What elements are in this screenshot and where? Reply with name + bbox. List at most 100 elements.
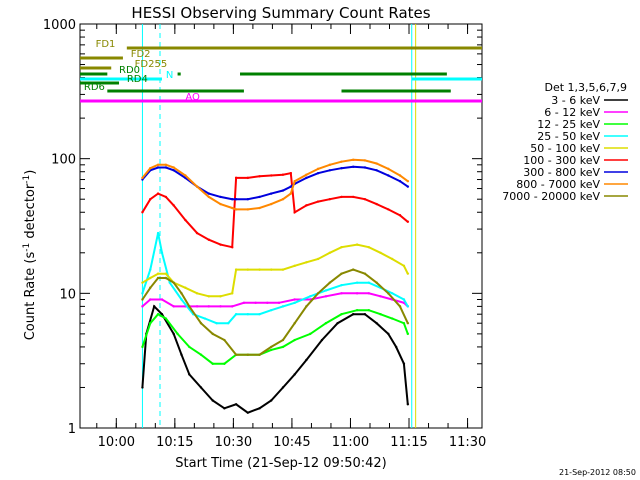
series-point-8 xyxy=(180,292,183,295)
series-point-3 xyxy=(149,268,152,271)
series-point-8 xyxy=(352,268,355,271)
series-point-4 xyxy=(270,268,273,271)
flag-label-fd1: FD1 xyxy=(96,39,116,50)
series-point-7 xyxy=(328,163,331,167)
series-point-0 xyxy=(199,386,203,389)
series-point-8 xyxy=(398,305,402,308)
series-point-1 xyxy=(293,298,296,301)
series-point-8 xyxy=(305,305,308,308)
series-point-6 xyxy=(305,176,308,180)
series-point-0 xyxy=(387,332,390,336)
series-point-7 xyxy=(387,167,390,171)
series-point-3 xyxy=(281,305,285,308)
series-point-7 xyxy=(340,160,343,163)
series-point-4 xyxy=(316,257,320,261)
series-point-4 xyxy=(293,264,296,268)
legend-entry-label: 800 - 7000 keV xyxy=(516,178,600,191)
series-point-7 xyxy=(375,162,378,165)
series-point-7 xyxy=(270,202,273,206)
series-point-3 xyxy=(355,281,359,284)
series-point-7 xyxy=(156,163,160,167)
series-line-6 xyxy=(141,165,409,201)
series-point-8 xyxy=(211,332,214,336)
series-point-6 xyxy=(387,174,390,177)
series-point-5 xyxy=(352,195,355,199)
series-point-1 xyxy=(141,305,144,308)
series-point-7 xyxy=(234,208,238,211)
series-point-5 xyxy=(375,202,378,206)
series-point-4 xyxy=(258,268,261,271)
series-point-4 xyxy=(355,243,359,246)
series-point-8 xyxy=(363,272,367,275)
series-point-4 xyxy=(156,272,160,275)
series-point-5 xyxy=(141,211,144,214)
series-point-6 xyxy=(246,198,250,201)
series-point-7 xyxy=(172,166,175,169)
series-point-3 xyxy=(203,317,207,320)
series-point-8 xyxy=(149,286,152,289)
series-point-0 xyxy=(270,399,273,402)
series-point-1 xyxy=(160,298,164,301)
series-point-2 xyxy=(188,345,191,349)
series-point-7 xyxy=(258,206,261,210)
series-point-0 xyxy=(402,362,406,365)
series-line-8 xyxy=(141,268,409,356)
series-point-5 xyxy=(406,220,410,223)
x-tick-label: 10:15 xyxy=(156,435,193,450)
y-tick-label: 1000 xyxy=(43,18,76,33)
series-point-2 xyxy=(164,317,168,320)
series-point-8 xyxy=(270,345,273,349)
series-point-5 xyxy=(316,200,320,203)
series-point-3 xyxy=(227,322,230,325)
series-point-2 xyxy=(391,317,394,320)
series-point-5 xyxy=(305,204,308,207)
series-point-6 xyxy=(289,185,292,188)
series-point-7 xyxy=(352,158,355,162)
series-point-0 xyxy=(363,312,367,316)
series-point-4 xyxy=(379,251,382,254)
series-point-3 xyxy=(258,312,261,316)
flag-label-rd0: RD0 xyxy=(119,65,140,76)
series-point-7 xyxy=(195,185,199,188)
series-point-0 xyxy=(293,373,296,376)
series-point-2 xyxy=(223,362,226,365)
chart-title: HESSI Observing Summary Count Rates xyxy=(131,4,430,22)
series-point-1 xyxy=(242,301,246,305)
series-point-0 xyxy=(160,312,164,316)
series-point-4 xyxy=(391,257,394,261)
series-point-3 xyxy=(402,298,406,301)
legend-entry-label: 50 - 100 keV xyxy=(530,142,600,155)
series-point-6 xyxy=(352,165,355,169)
series-point-6 xyxy=(406,185,410,188)
series-point-4 xyxy=(195,292,199,295)
series-point-6 xyxy=(340,166,343,170)
series-point-1 xyxy=(254,301,257,305)
flag-label-fd2: FD2 xyxy=(131,49,151,60)
series-point-1 xyxy=(219,305,222,308)
series-point-2 xyxy=(355,308,359,312)
x-tick-label: 11:15 xyxy=(390,435,427,450)
series-point-2 xyxy=(281,345,285,349)
series-point-3 xyxy=(168,281,171,284)
series-point-0 xyxy=(180,353,183,356)
series-point-0 xyxy=(305,358,308,362)
series-point-6 xyxy=(363,166,367,169)
series-point-1 xyxy=(379,295,382,298)
series-point-1 xyxy=(195,305,199,308)
series-point-7 xyxy=(246,208,250,211)
series-point-5 xyxy=(289,171,292,175)
legend-entry-label: 300 - 800 keV xyxy=(523,166,600,179)
series-point-6 xyxy=(375,169,378,172)
series-point-8 xyxy=(246,353,250,356)
x-tick-label: 11:30 xyxy=(449,435,486,450)
series-point-5 xyxy=(156,192,160,195)
series-point-3 xyxy=(309,295,312,298)
series-point-0 xyxy=(234,403,238,406)
series-point-8 xyxy=(199,322,203,325)
series-point-2 xyxy=(367,308,371,312)
series-point-5 xyxy=(246,176,250,180)
series-point-4 xyxy=(234,268,238,271)
series-point-1 xyxy=(149,298,152,301)
series-point-8 xyxy=(141,298,144,301)
series-point-8 xyxy=(375,281,378,284)
